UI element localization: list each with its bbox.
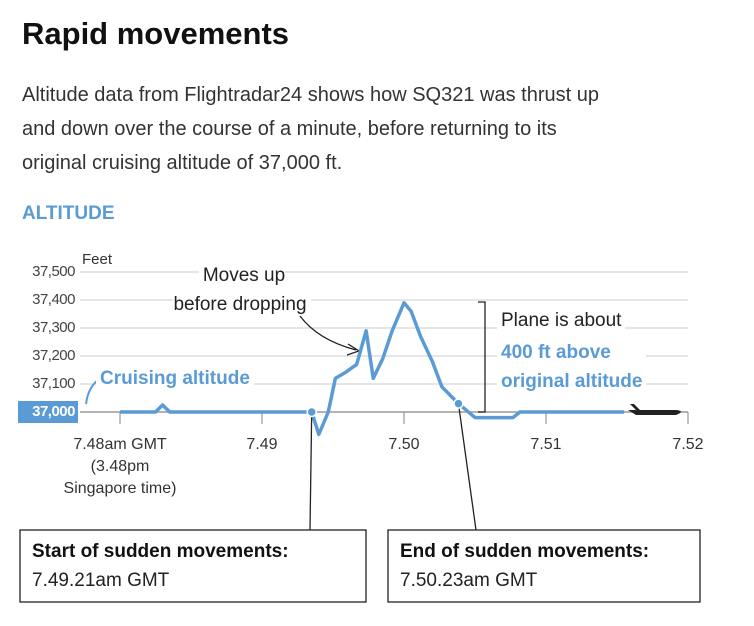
x-tick-label: 7.50 [388,436,420,453]
y-tick-label: 37,000 [32,403,75,420]
y-tick-label: 37,500 [32,263,75,280]
annotation-time: 7.49.21am GMT [32,570,170,591]
x-tick-label: 7.52 [672,436,704,453]
axis-base-highlight [18,401,78,423]
callout-arrow [299,315,357,351]
marker-dot [306,406,317,418]
plane-icon [628,404,681,415]
marker-leader [309,411,313,531]
y-tick-label: 37,300 [32,319,75,336]
annotation-box [387,529,701,603]
annotation-time: 7.50.23am GMT [400,570,538,591]
annotation-box [19,529,367,603]
callout: Cruising altitude [96,368,254,390]
subtitle: Altitude data from Flightradar24 shows h… [22,84,599,174]
y-axis-label: Feet [82,251,113,268]
section-label: ALTITUDE [22,203,115,224]
marker-leader [457,403,477,531]
bracket [478,301,486,413]
annotation-title: Start of sudden movements: [32,541,289,562]
callout: 400 ft above original altitude [497,338,647,396]
x-tick-label: 7.51 [530,436,562,453]
marker-dot [453,398,464,409]
y-tick-label: 37,200 [32,347,75,364]
chart-title: Rapid movements [22,16,290,51]
callout-text: Moves up before dropping [173,265,311,315]
y-tick-label: 37,100 [32,375,75,392]
callout: Moves up before dropping [152,261,332,319]
annotation-title: End of sudden movements: [400,541,649,562]
y-tick-label: 37,400 [32,291,75,308]
x-tick-label: 7.49 [246,436,278,453]
callout: Plane is about [497,310,626,332]
x-tick-label: 7.48am GMT (3.48pm Singapore time) [63,436,177,497]
